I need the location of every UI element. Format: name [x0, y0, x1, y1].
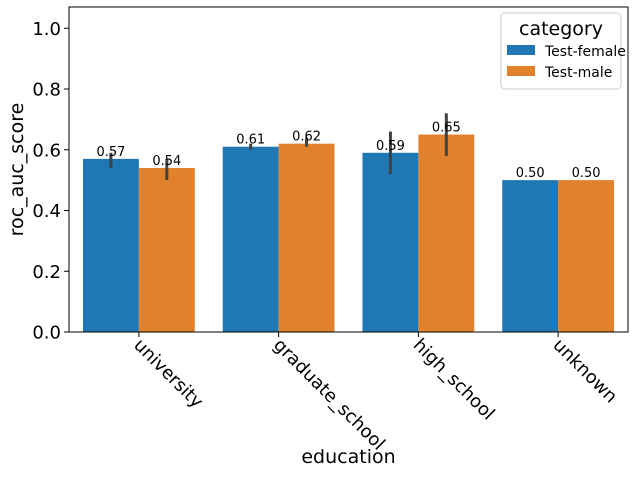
legend-label-test-male: Test-male	[544, 65, 612, 81]
data-label-high_school-Test-male: 0.65	[432, 121, 461, 136]
x-axis-ticks: university graduate_school high_school unkn…	[129, 332, 621, 455]
y-tick-label: 1.0	[32, 19, 61, 40]
x-tick-label: university	[129, 335, 207, 413]
data-labels-layer: 0.57 0.54 0.61 0.62 0.59 0.65 0.50 0.50	[96, 121, 600, 182]
legend-swatch-test-male	[507, 66, 535, 76]
bars-layer	[82, 134, 615, 332]
bar-university-Test-female	[82, 158, 139, 332]
x-tick-label: graduate_school	[269, 335, 389, 455]
bar-unknown-Test-female	[502, 180, 559, 332]
y-tick-label: 0.8	[32, 80, 61, 101]
data-label-graduate_school-Test-male: 0.62	[292, 130, 321, 145]
data-label-university-Test-female: 0.57	[96, 145, 125, 160]
y-tick-label: 0.0	[32, 323, 61, 344]
plot-frame	[68, 6, 629, 333]
y-axis-ticks: 0.0 0.2 0.4 0.6 0.8 1.0	[32, 19, 69, 344]
bar-graduate_school-Test-male	[278, 143, 335, 332]
error-bars-layer	[109, 113, 448, 181]
data-label-graduate_school-Test-female: 0.61	[236, 133, 265, 148]
legend-swatch-test-female	[507, 45, 535, 55]
data-label-unknown-Test-male: 0.50	[572, 166, 601, 181]
data-label-high_school-Test-female: 0.59	[376, 139, 405, 154]
y-tick-label: 0.6	[32, 140, 61, 161]
legend-title: category	[519, 18, 603, 40]
bar-high_school-Test-female	[362, 152, 419, 332]
x-tick-label: high_school	[409, 335, 499, 425]
data-label-unknown-Test-female: 0.50	[516, 166, 545, 181]
x-axis-title: education	[301, 446, 395, 468]
legend: category Test-female Test-male	[500, 12, 626, 90]
bar-unknown-Test-male	[558, 180, 615, 332]
y-tick-label: 0.2	[32, 262, 61, 283]
data-label-university-Test-male: 0.54	[152, 154, 181, 169]
bar-high_school-Test-male	[418, 134, 475, 332]
y-axis-title: roc_auc_score	[6, 103, 28, 237]
bar-graduate_school-Test-female	[222, 146, 279, 332]
legend-label-test-female: Test-female	[544, 44, 626, 60]
bar-university-Test-male	[138, 167, 195, 332]
x-tick-label: unknown	[549, 335, 622, 408]
y-tick-label: 0.4	[32, 201, 61, 222]
